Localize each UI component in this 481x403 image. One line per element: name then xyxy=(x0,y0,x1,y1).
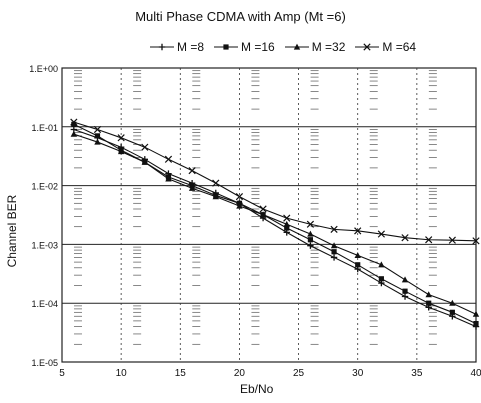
data-point xyxy=(212,179,220,187)
data-point xyxy=(235,192,244,201)
y-tick-label: 1.E-03 xyxy=(31,240,58,250)
data-point xyxy=(188,184,196,191)
legend-marker xyxy=(293,43,300,50)
data-point xyxy=(355,262,361,268)
data-point xyxy=(330,254,338,261)
data-point xyxy=(117,148,125,155)
series-3 xyxy=(70,118,480,245)
series-2 xyxy=(70,130,480,317)
x-tick-label: 35 xyxy=(411,368,423,379)
data-point xyxy=(448,236,456,244)
data-point xyxy=(283,220,290,227)
legend-swatch-3 xyxy=(355,43,380,51)
data-point xyxy=(473,320,479,327)
legend-swatch-0 xyxy=(150,43,174,51)
data-point xyxy=(331,249,337,255)
data-point xyxy=(93,125,102,134)
data-point xyxy=(306,220,315,228)
data-point xyxy=(449,309,455,315)
data-point xyxy=(283,214,291,222)
legend-marker xyxy=(363,43,372,51)
legend-swatch-1 xyxy=(214,44,239,50)
legend-label-3: M =64 xyxy=(382,40,417,54)
legend-marker xyxy=(223,44,229,50)
legend-label-2: M =32 xyxy=(311,40,346,54)
legend-marker xyxy=(158,43,166,51)
legend-label-0: M =8 xyxy=(177,40,205,54)
data-point xyxy=(259,211,267,218)
data-point xyxy=(472,237,480,245)
x-tick-label: 15 xyxy=(175,368,187,379)
data-point xyxy=(70,130,78,137)
data-point xyxy=(165,175,172,182)
y-tick-label: 1.E-02 xyxy=(31,182,58,192)
data-point xyxy=(401,293,409,300)
y-tick-label: 1.E-04 xyxy=(31,299,58,309)
x-tick-label: 40 xyxy=(470,368,481,379)
data-point xyxy=(259,205,267,213)
plot-frame xyxy=(61,67,477,363)
legend-item-3: M =64 xyxy=(355,40,416,54)
x-tick-label: 10 xyxy=(116,368,128,379)
legend-item-0: M =8 xyxy=(150,40,204,54)
legend-item-1: M =16 xyxy=(214,40,275,54)
legend-item-2: M =32 xyxy=(284,40,346,54)
x-tick-label: 20 xyxy=(234,368,246,379)
series-line-2 xyxy=(73,133,477,315)
data-point xyxy=(401,234,409,242)
y-tick-label: 1.E-05 xyxy=(31,358,58,368)
data-point xyxy=(236,202,243,209)
series-line-0 xyxy=(73,128,477,328)
x-tick-label: 30 xyxy=(352,368,364,379)
data-point xyxy=(188,166,196,175)
legend-swatch-2 xyxy=(284,43,309,50)
data-point xyxy=(307,242,314,249)
data-point xyxy=(212,193,219,200)
chart-title: Multi Phase CDMA with Amp (Mt =6) xyxy=(135,9,346,24)
data-point xyxy=(472,310,480,317)
x-axis-label: Eb/No xyxy=(240,382,274,396)
data-point xyxy=(425,291,432,298)
data-point xyxy=(70,118,78,126)
legend-label-1: M =16 xyxy=(241,40,275,54)
data-point xyxy=(378,261,385,268)
data-point xyxy=(402,288,408,294)
data-point xyxy=(401,276,409,283)
data-point xyxy=(71,121,77,127)
data-point xyxy=(141,143,149,151)
data-point xyxy=(330,225,338,234)
y-tick-label: 1.E+00 xyxy=(29,64,58,74)
y-tick-label: 1.E-01 xyxy=(31,123,58,133)
data-point xyxy=(354,227,362,235)
data-point xyxy=(117,134,125,142)
series-line-3 xyxy=(73,121,477,242)
data-point xyxy=(425,236,433,244)
data-point xyxy=(284,225,290,231)
data-point xyxy=(307,237,313,243)
data-point xyxy=(377,230,385,238)
data-point xyxy=(354,252,361,259)
x-tick-label: 25 xyxy=(293,368,305,379)
data-point xyxy=(94,133,101,139)
legend: M =8 M =16 M =32 M =64 xyxy=(150,40,416,54)
data-point xyxy=(141,158,148,165)
data-point xyxy=(378,276,384,282)
data-point xyxy=(330,242,338,249)
data-point xyxy=(449,299,456,306)
x-tick-label: 5 xyxy=(59,368,65,379)
data-point xyxy=(307,230,314,237)
data-point xyxy=(426,300,432,306)
data-point xyxy=(164,155,173,163)
data-point xyxy=(94,138,101,145)
